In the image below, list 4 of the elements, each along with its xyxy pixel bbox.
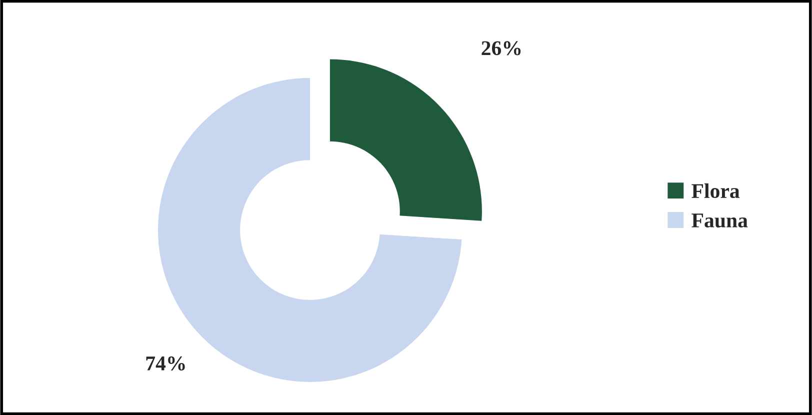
legend-label: Flora [692, 183, 740, 198]
legend-label: Fauna [692, 214, 748, 228]
data-label: 74% [146, 356, 185, 371]
data-label: 26% [482, 41, 521, 56]
